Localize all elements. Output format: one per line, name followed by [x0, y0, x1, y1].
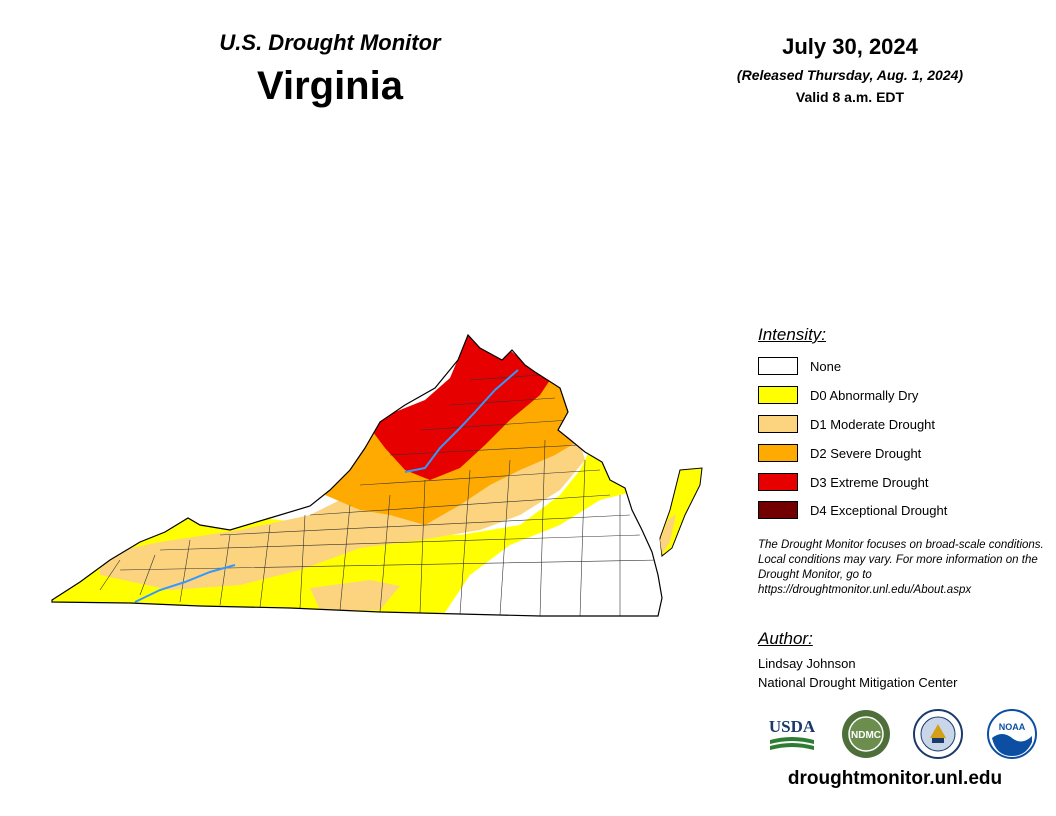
valid-time: Valid 8 a.m. EDT	[795, 89, 905, 105]
usda-logo: USDA	[769, 717, 816, 750]
ndmc-logo: NDMC	[842, 710, 890, 758]
zone-d3	[370, 335, 550, 480]
legend-item-d0: D0 Abnormally Dry	[758, 384, 918, 406]
map-title: Virginia	[257, 64, 403, 108]
ndmc-text: NDMC	[851, 730, 881, 741]
legend-label: D3 Extreme Drought	[810, 474, 929, 490]
legend-swatch	[758, 357, 798, 375]
author-org: National Drought Mitigation Center	[758, 675, 958, 690]
author-name: Lindsay Johnson	[758, 656, 856, 671]
virginia-drought-map	[51, 333, 703, 617]
release-date: (Released Thursday, Aug. 1, 2024)	[736, 67, 964, 83]
legend-swatch	[758, 501, 798, 519]
legend-label: D0 Abnormally Dry	[810, 387, 919, 403]
eastern-shore-d1	[660, 514, 676, 554]
legend-swatch	[758, 415, 798, 433]
legend-title: Intensity:	[758, 325, 827, 344]
legend-label: D4 Exceptional Drought	[810, 502, 948, 518]
clinch-river	[134, 564, 236, 603]
website-link[interactable]: droughtmonitor.unl.edu	[787, 768, 1003, 789]
disclaimer-note: The Drought Monitor focuses on broad-sca…	[758, 539, 1044, 596]
legend-item-d2: D2 Severe Drought	[758, 442, 921, 464]
commerce-seal-logo	[913, 709, 963, 759]
legend-label: None	[810, 358, 842, 374]
legend-item-d1: D1 Moderate Drought	[758, 413, 935, 435]
usda-text: USDA	[769, 717, 816, 736]
legend-swatch	[758, 444, 798, 462]
county-borders	[99, 374, 661, 616]
zone-d1-south	[310, 580, 400, 610]
legend-label: D2 Severe Drought	[810, 445, 922, 461]
legend-label: D1 Moderate Drought	[810, 416, 936, 432]
legend-swatch	[758, 386, 798, 404]
legend-swatch	[758, 473, 798, 491]
legend-item-d4: D4 Exceptional Drought	[758, 499, 947, 521]
shenandoah-river	[404, 369, 519, 473]
author-title: Author:	[758, 629, 813, 648]
noaa-text: NOAA	[999, 722, 1026, 732]
noaa-logo: NOAA	[987, 709, 1037, 759]
legend-item-d3: D3 Extreme Drought	[758, 471, 929, 493]
virginia-outline	[51, 333, 663, 617]
legend-item-none: None	[758, 355, 841, 377]
map-subtitle: U.S. Drought Monitor	[219, 30, 441, 55]
map-date: July 30, 2024	[782, 34, 918, 59]
